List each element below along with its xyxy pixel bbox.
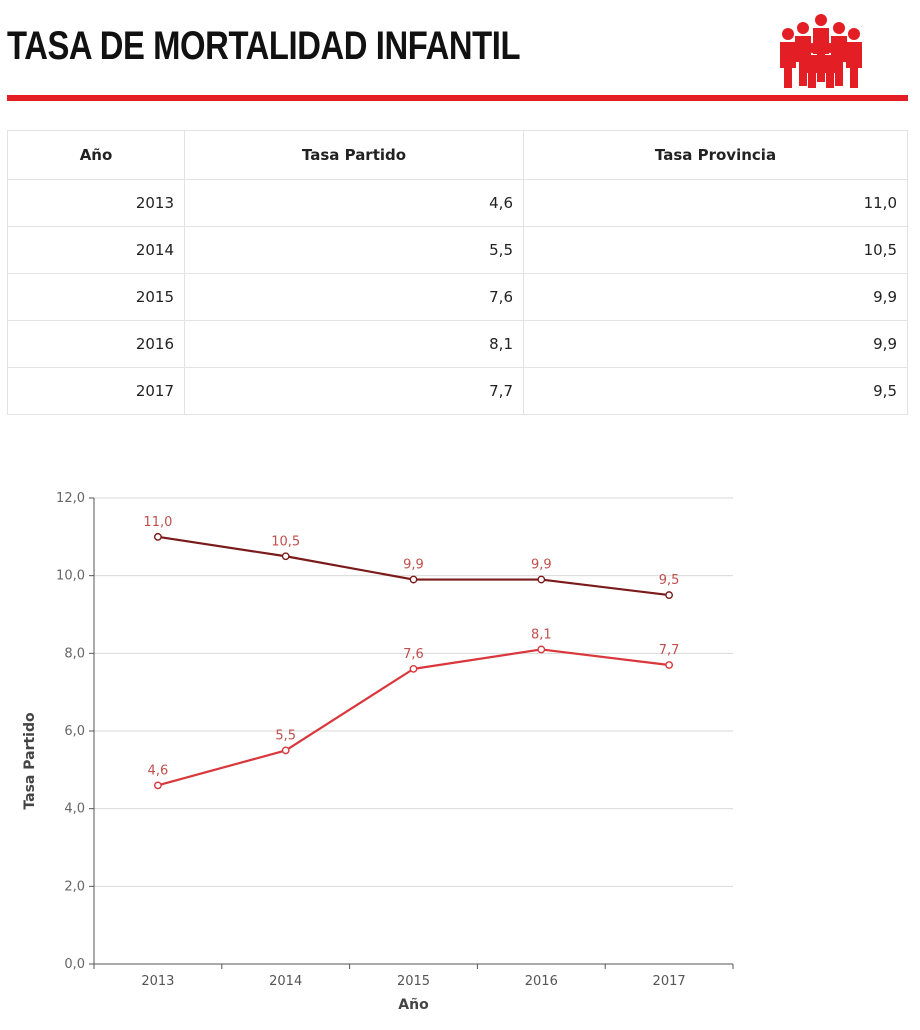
cell-year: 2015 [7,273,185,321]
x-tick-label: 2015 [397,974,430,989]
cell-year: 2013 [7,179,185,227]
x-tick-label: 2017 [653,974,686,989]
header-rule [7,95,908,101]
data-label: 10,5 [271,534,300,549]
x-axis-title: Año [398,997,429,1013]
y-tick-label: 2,0 [64,879,85,894]
page-title: TASA DE MORTALIDAD INFANTIL [7,24,521,68]
cell-partido: 4,6 [184,179,524,227]
people-group-icon [780,14,862,88]
y-tick-label: 0,0 [64,957,85,972]
data-point [281,552,290,561]
cell-provincia: 9,9 [523,273,908,321]
cell-year: 2017 [7,367,185,415]
y-tick-label: 4,0 [64,802,85,817]
data-label: 8,1 [531,627,552,642]
data-point [409,664,418,673]
data-point [409,575,418,584]
data-point [665,661,673,669]
data-label: 4,6 [148,763,169,778]
cell-partido: 5,5 [184,226,524,274]
cell-provincia: 9,9 [523,320,908,368]
cell-provincia: 9,5 [523,367,908,415]
column-header-year: Año [7,130,185,180]
cell-partido: 7,6 [184,273,524,321]
data-label: 7,7 [659,643,680,658]
data-table: Año Tasa Partido Tasa Provincia 2013 4,6… [7,130,908,415]
x-tick-label: 2016 [525,974,558,989]
column-header-provincia: Tasa Provincia [523,130,908,180]
cell-provincia: 10,5 [523,226,908,274]
table-row: 2013 4,6 11,0 [7,179,908,227]
cell-year: 2014 [7,226,185,274]
y-tick-label: 10,0 [56,569,85,584]
data-label: 9,5 [659,573,680,588]
y-tick-label: 8,0 [64,646,85,661]
data-label: 7,6 [403,647,424,662]
y-tick-label: 6,0 [64,724,85,739]
data-point [665,591,673,599]
data-label: 9,9 [403,558,424,573]
cell-year: 2016 [7,320,185,368]
line-chart: 0,0 2,0 4,0 6,0 8,0 10,0 12,0 2013 2014 2015 2016 2… [22,491,734,1013]
table-header-row: Año Tasa Partido Tasa Provincia [7,130,908,180]
data-point [537,645,546,654]
data-label: 9,9 [531,558,552,573]
data-point [153,532,162,541]
cell-partido: 7,7 [184,367,524,415]
table-row: 2017 7,7 9,5 [7,367,908,415]
x-tick-label: 2014 [269,974,302,989]
cell-provincia: 11,0 [523,179,908,227]
y-tick-label: 12,0 [56,491,85,506]
cell-partido: 8,1 [184,320,524,368]
header: TASA DE MORTALIDAD INFANTIL [0,0,920,104]
data-point [537,575,546,584]
column-header-partido: Tasa Partido [184,130,524,180]
table-row: 2015 7,6 9,9 [7,273,908,321]
data-point [281,746,290,755]
data-label: 5,5 [275,728,296,743]
x-tick-label: 2013 [141,974,174,989]
data-label: 11,0 [143,515,172,530]
table-row: 2016 8,1 9,9 [7,320,908,368]
y-axis-title: Tasa Partido [22,712,38,810]
data-point [153,781,162,790]
table-row: 2014 5,5 10,5 [7,226,908,274]
